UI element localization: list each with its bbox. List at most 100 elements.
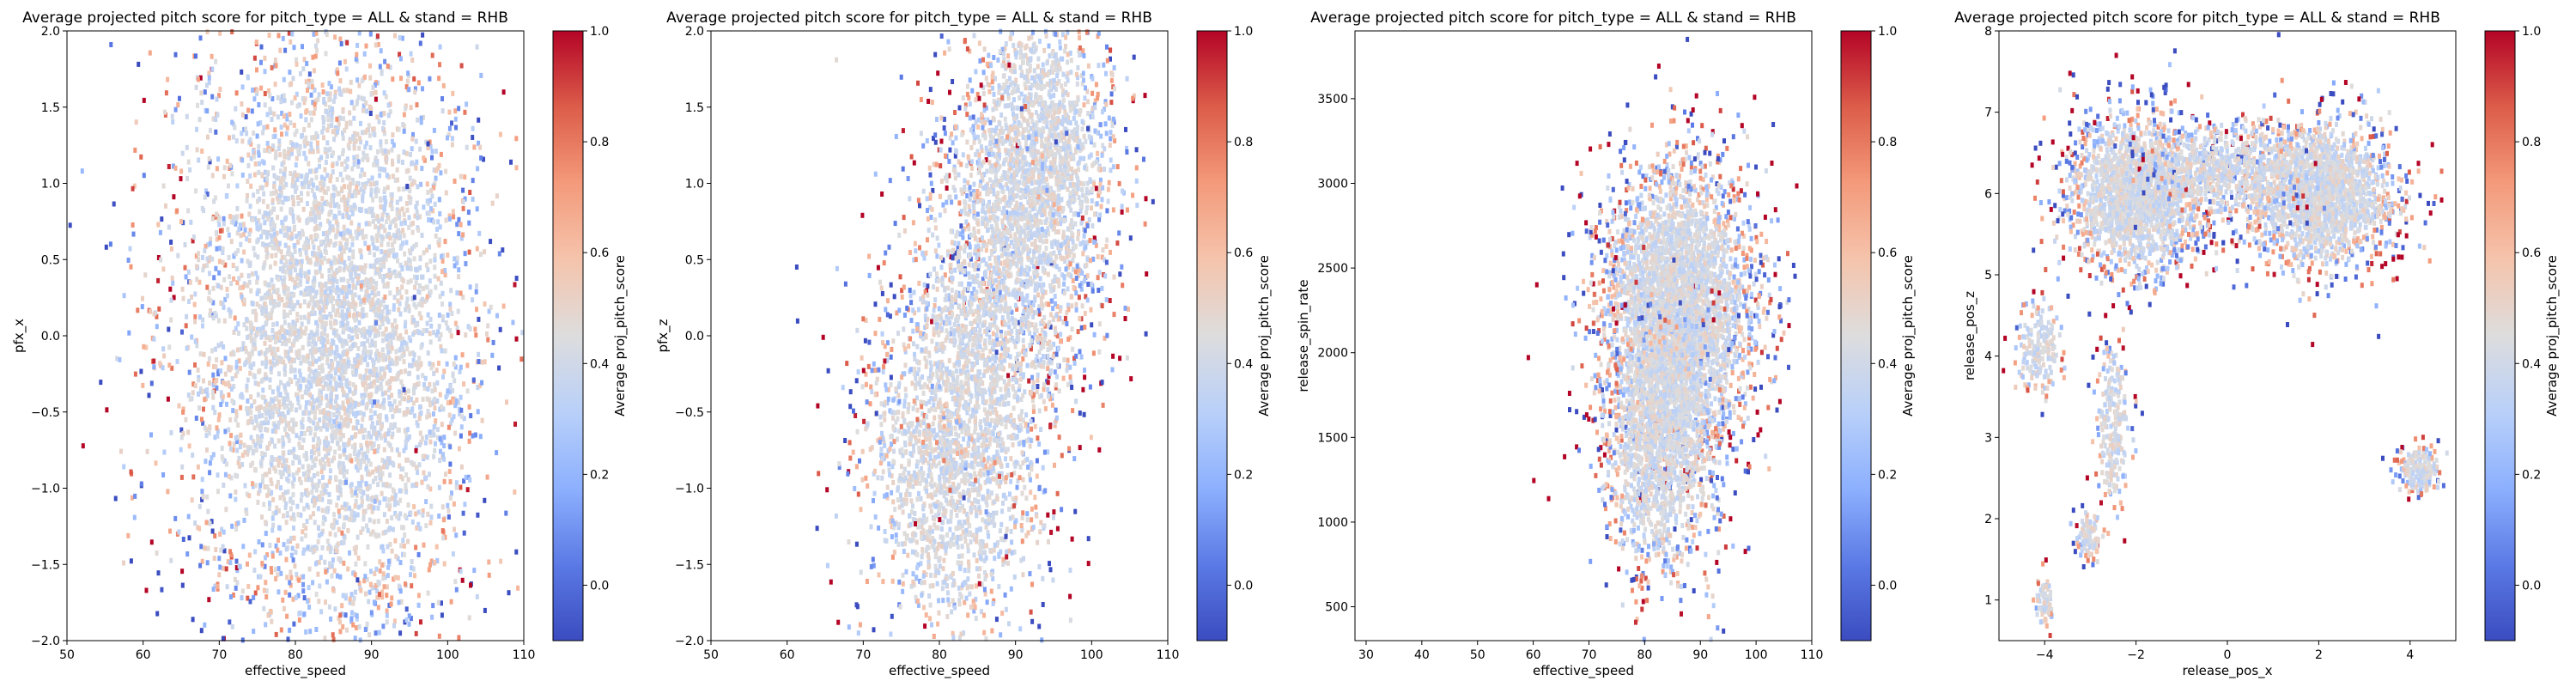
heatmap-cell: [258, 197, 261, 202]
heatmap-cell: [184, 242, 187, 247]
heatmap-cell: [328, 350, 331, 356]
heatmap-cell: [372, 85, 375, 90]
heatmap-cell: [365, 481, 368, 486]
heatmap-cell: [246, 153, 250, 158]
heatmap-cell: [158, 361, 161, 366]
heatmap-cell: [453, 362, 456, 367]
heatmap-cell: [260, 379, 264, 384]
heatmap-cell: [315, 167, 319, 173]
heatmap-cell: [271, 166, 275, 171]
heatmap-cell: [379, 64, 382, 70]
heatmap-cell: [322, 376, 325, 381]
heatmap-cell: [417, 603, 421, 608]
heatmap-cell: [325, 321, 328, 326]
heatmap-cell: [373, 506, 376, 511]
heatmap-cell: [286, 125, 289, 131]
heatmap-cell: [435, 380, 439, 386]
heatmap-cell: [214, 130, 217, 135]
heatmap-cell: [280, 474, 283, 479]
heatmap-cell: [454, 117, 458, 122]
heatmap-cell: [359, 637, 362, 642]
heatmap-cell: [318, 583, 321, 588]
heatmap-cell: [279, 266, 283, 271]
heatmap-cell: [479, 252, 483, 257]
heatmap-cell: [296, 195, 300, 200]
heatmap-cell: [325, 423, 328, 428]
heatmap-cell: [265, 176, 269, 181]
heatmap-cell: [448, 444, 452, 449]
heatmap-cell: [153, 311, 156, 316]
heatmap-cell: [347, 215, 350, 220]
heatmap-cell: [234, 473, 237, 478]
heatmap-cell: [391, 432, 394, 437]
heatmap-cell: [428, 211, 431, 216]
heatmap-cell: [354, 401, 357, 406]
heatmap-cell: [315, 289, 319, 295]
heatmap-cell: [283, 154, 286, 159]
heatmap-cell: [382, 264, 386, 269]
heatmap-cell: [386, 310, 389, 315]
heatmap-cell: [229, 433, 233, 438]
heatmap-cell: [337, 446, 341, 451]
heatmap-cell: [311, 580, 314, 585]
heatmap-cell: [382, 120, 386, 125]
heatmap-cell: [269, 377, 272, 382]
heatmap-cell: [314, 44, 318, 49]
heatmap-cell: [487, 560, 490, 565]
heatmap-cell: [329, 468, 332, 473]
heatmap-cell: [386, 613, 389, 618]
heatmap-cell: [201, 477, 204, 482]
heatmap-cell: [198, 117, 202, 122]
heatmap-cell: [451, 91, 454, 96]
heatmap-cell: [398, 273, 402, 278]
heatmap-cell: [270, 366, 273, 371]
heatmap-cell: [388, 290, 392, 295]
heatmap-cell: [277, 33, 281, 38]
heatmap-cell: [298, 354, 301, 359]
heatmap-cell: [289, 325, 292, 331]
heatmap-cell: [279, 550, 283, 556]
heatmap-cell: [237, 331, 240, 336]
heatmap-cell: [342, 231, 345, 236]
heatmap-cell: [413, 573, 416, 578]
heatmap-cell: [511, 320, 514, 325]
heatmap-cell: [243, 450, 246, 455]
heatmap-cell: [165, 90, 168, 95]
heatmap-cell: [381, 321, 385, 326]
heatmap-cell: [300, 264, 303, 269]
heatmap-cell: [505, 399, 508, 404]
heatmap-cell: [441, 374, 445, 380]
heatmap-cell: [331, 338, 334, 344]
heatmap-cell: [387, 273, 391, 278]
heatmap-cell: [152, 337, 155, 342]
heatmap-cell: [462, 381, 465, 386]
heatmap-cell: [344, 480, 348, 485]
heatmap-cell: [356, 353, 360, 358]
heatmap-cell: [368, 123, 371, 128]
heatmap-cell: [447, 425, 451, 430]
heatmap-cell: [331, 106, 334, 112]
heatmap-cell: [122, 561, 125, 566]
heatmap-cell: [388, 225, 392, 230]
heatmap-cell: [211, 390, 215, 395]
heatmap-cell: [274, 576, 277, 581]
heatmap-cell: [322, 135, 325, 140]
heatmap-cell: [309, 547, 313, 552]
heatmap-cell: [385, 414, 388, 419]
heatmap-cell: [295, 595, 298, 600]
heatmap-cell: [268, 506, 271, 511]
heatmap-cell: [269, 106, 272, 112]
heatmap-cell: [349, 510, 353, 515]
heatmap-cell: [398, 356, 402, 361]
heatmap-cell: [404, 440, 408, 445]
heatmap-cell: [248, 238, 252, 243]
heatmap-cell: [308, 71, 312, 76]
heatmap-cell: [205, 495, 209, 500]
heatmap-cell: [181, 583, 185, 588]
heatmap-cell: [206, 509, 210, 514]
heatmap-cell: [232, 277, 235, 282]
heatmap-cell: [397, 155, 400, 160]
heatmap-cell: [341, 343, 344, 348]
heatmap-cell: [247, 358, 251, 363]
heatmap-cell: [434, 176, 438, 181]
